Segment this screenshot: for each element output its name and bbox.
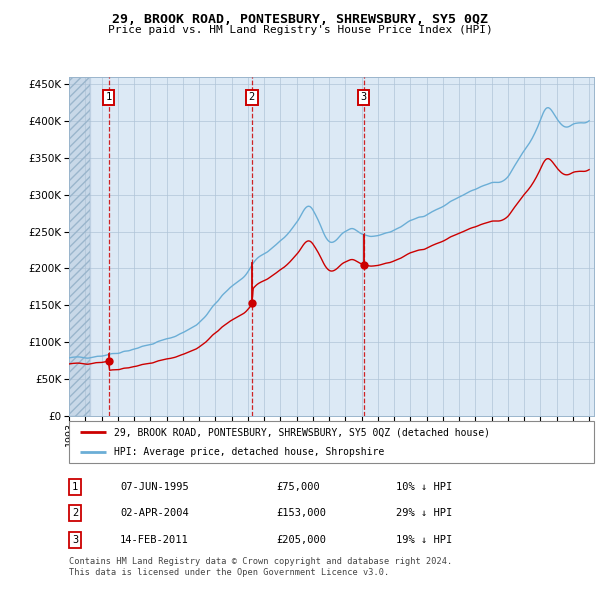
Text: £75,000: £75,000 xyxy=(276,482,320,491)
Text: HPI: Average price, detached house, Shropshire: HPI: Average price, detached house, Shro… xyxy=(113,447,384,457)
Text: 29% ↓ HPI: 29% ↓ HPI xyxy=(396,509,452,518)
Text: 14-FEB-2011: 14-FEB-2011 xyxy=(120,535,189,545)
Text: 07-JUN-1995: 07-JUN-1995 xyxy=(120,482,189,491)
Text: 1: 1 xyxy=(72,482,78,491)
Text: 1: 1 xyxy=(106,93,112,102)
Text: Contains HM Land Registry data © Crown copyright and database right 2024.: Contains HM Land Registry data © Crown c… xyxy=(69,558,452,566)
Text: £205,000: £205,000 xyxy=(276,535,326,545)
Text: 29, BROOK ROAD, PONTESBURY, SHREWSBURY, SY5 0QZ (detached house): 29, BROOK ROAD, PONTESBURY, SHREWSBURY, … xyxy=(113,427,490,437)
Bar xyxy=(69,77,90,416)
Text: £153,000: £153,000 xyxy=(276,509,326,518)
FancyBboxPatch shape xyxy=(69,421,594,463)
Text: 10% ↓ HPI: 10% ↓ HPI xyxy=(396,482,452,491)
Bar xyxy=(69,77,90,416)
Text: 29, BROOK ROAD, PONTESBURY, SHREWSBURY, SY5 0QZ: 29, BROOK ROAD, PONTESBURY, SHREWSBURY, … xyxy=(112,13,488,26)
Text: 3: 3 xyxy=(72,535,78,545)
Text: 3: 3 xyxy=(361,93,367,102)
Text: Price paid vs. HM Land Registry's House Price Index (HPI): Price paid vs. HM Land Registry's House … xyxy=(107,25,493,35)
Text: 19% ↓ HPI: 19% ↓ HPI xyxy=(396,535,452,545)
Text: 2: 2 xyxy=(72,509,78,518)
Text: 02-APR-2004: 02-APR-2004 xyxy=(120,509,189,518)
Text: 2: 2 xyxy=(249,93,255,102)
Text: This data is licensed under the Open Government Licence v3.0.: This data is licensed under the Open Gov… xyxy=(69,568,389,577)
